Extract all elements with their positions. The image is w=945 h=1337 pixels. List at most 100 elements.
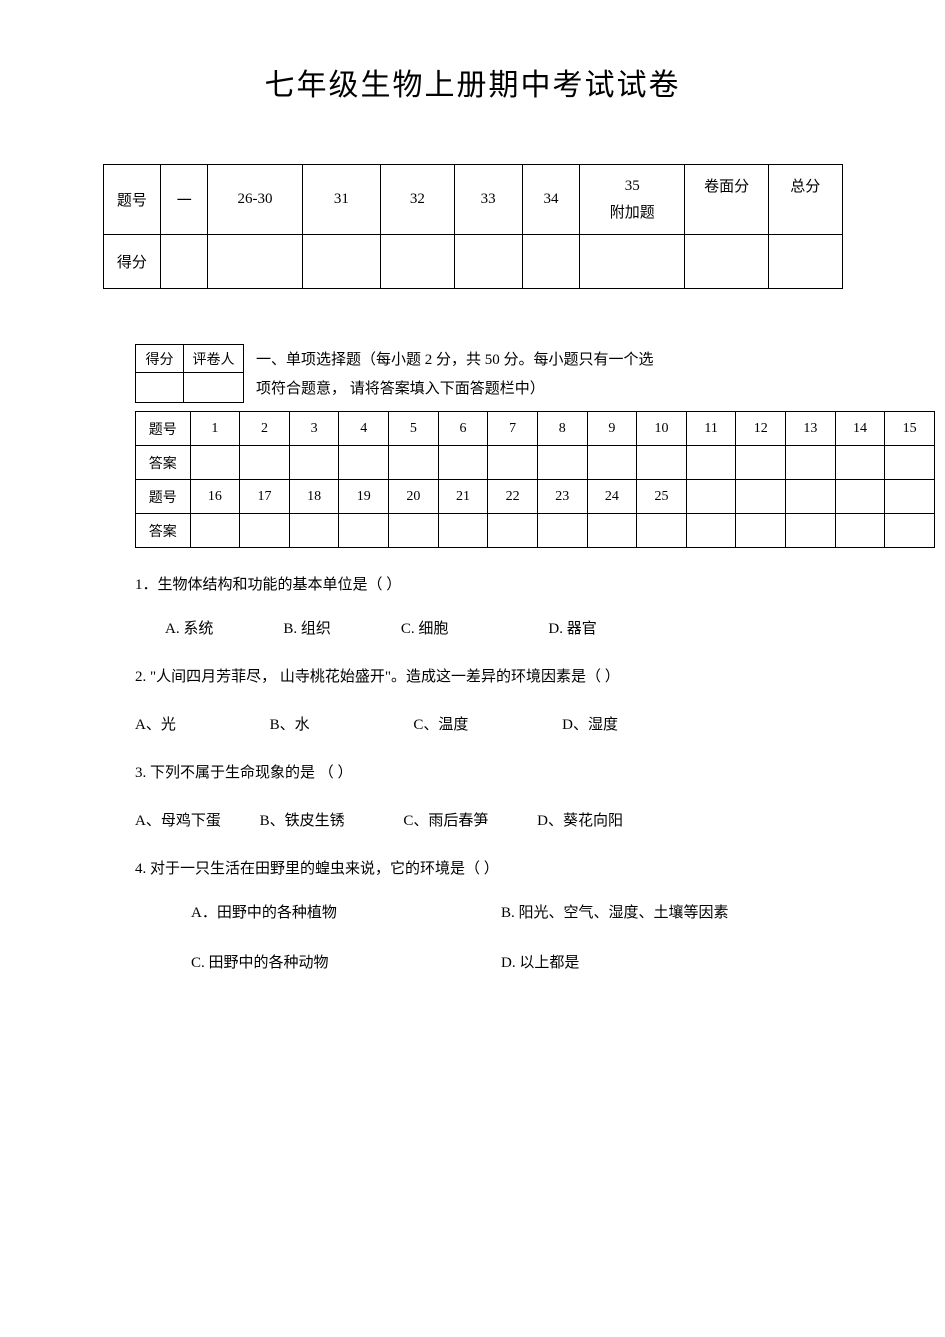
question-4: 4. 对于一只生活在田野里的蝗虫来说，它的环境是（ ） A．田野中的各种植物 B… [135, 854, 850, 978]
table-row: 答案 [136, 446, 935, 480]
answer-qnum: 1 [190, 412, 240, 446]
question-text: 4. 对于一只生活在田野里的蝗虫来说，它的环境是（ ） [135, 854, 850, 884]
score-cell [302, 235, 381, 289]
option-a: A．田野中的各种植物 [191, 898, 501, 928]
answer-cell [488, 514, 538, 548]
table-row: 得分 [103, 235, 842, 289]
table-row [136, 373, 244, 403]
grader-box: 得分 评卷人 [135, 344, 244, 403]
table-row: 题号 一 26-30 31 32 33 34 35 附加题 卷面分 总分 [103, 165, 842, 235]
answer-qnum: 21 [438, 480, 488, 514]
question-3: 3. 下列不属于生命现象的是 （ ） A、母鸡下蛋 B、铁皮生锈 C、雨后春笋 … [135, 758, 850, 836]
answer-qnum: 5 [389, 412, 439, 446]
score-cell [580, 235, 685, 289]
cell-line: 35 [582, 173, 682, 200]
score-cell [454, 235, 522, 289]
option-d: D. 以上都是 [501, 948, 579, 978]
grader-name-label: 评卷人 [184, 345, 244, 373]
answer-qnum: 19 [339, 480, 389, 514]
answer-qnum: 15 [885, 412, 935, 446]
grader-score-label: 得分 [136, 345, 184, 373]
option-c: C、温度 [413, 710, 468, 740]
option-b: B. 阳光、空气、湿度、土壤等因素 [501, 898, 729, 928]
score-cell [769, 235, 842, 289]
answer-cell [389, 446, 439, 480]
header-cell: 26-30 [208, 165, 302, 235]
table-row: 题号 1 2 3 4 5 6 7 8 9 10 11 12 13 14 15 [136, 412, 935, 446]
answer-qnum: 9 [587, 412, 637, 446]
option-a: A、母鸡下蛋 [135, 806, 221, 836]
score-label-cell: 得分 [103, 235, 161, 289]
option-c: C. 细胞 [401, 614, 449, 644]
section-header: 得分 评卷人 一、单项选择题（每小题 2 分，共 50 分。每小题只有一个选 项… [135, 344, 850, 403]
answer-grid: 题号 1 2 3 4 5 6 7 8 9 10 11 12 13 14 15 答… [135, 411, 935, 548]
answer-cell [488, 446, 538, 480]
answer-qnum: 20 [389, 480, 439, 514]
answer-qnum: 4 [339, 412, 389, 446]
answer-cell [587, 514, 637, 548]
answer-cell [438, 446, 488, 480]
option-d: D、葵花向阳 [537, 806, 623, 836]
answer-q-label: 题号 [136, 412, 191, 446]
answer-qnum [786, 480, 836, 514]
answer-qnum: 25 [637, 480, 687, 514]
answer-qnum: 8 [537, 412, 587, 446]
header-cell: 33 [454, 165, 522, 235]
option-a: A、光 [135, 710, 176, 740]
answer-a-label: 答案 [136, 514, 191, 548]
answer-cell [686, 446, 736, 480]
section-instructions: 一、单项选择题（每小题 2 分，共 50 分。每小题只有一个选 项符合题意， 请… [256, 344, 850, 403]
answer-qnum: 22 [488, 480, 538, 514]
score-cell [161, 235, 208, 289]
question-text: 2. "人间四月芳菲尽， 山寺桃花始盛开"。造成这一差异的环境因素是（ ） [135, 662, 850, 692]
answer-cell [289, 514, 339, 548]
answer-cell [835, 514, 885, 548]
score-cell [685, 235, 769, 289]
question-2: 2. "人间四月芳菲尽， 山寺桃花始盛开"。造成这一差异的环境因素是（ ） A、… [135, 662, 850, 740]
header-cell: 总分 [769, 165, 842, 235]
answer-qnum [686, 480, 736, 514]
table-row: 得分 评卷人 [136, 345, 244, 373]
header-cell: 34 [522, 165, 580, 235]
answer-qnum: 12 [736, 412, 786, 446]
answer-cell [240, 446, 290, 480]
answer-qnum: 10 [637, 412, 687, 446]
option-c: C. 田野中的各种动物 [191, 948, 501, 978]
answer-qnum: 24 [587, 480, 637, 514]
grader-name-cell [184, 373, 244, 403]
answer-qnum: 18 [289, 480, 339, 514]
option-a: A. 系统 [165, 614, 213, 644]
answer-cell [885, 446, 935, 480]
answer-cell [438, 514, 488, 548]
score-cell [208, 235, 302, 289]
score-cell [381, 235, 454, 289]
answer-q-label: 题号 [136, 480, 191, 514]
answer-cell [885, 514, 935, 548]
answer-cell [537, 514, 587, 548]
answer-cell [289, 446, 339, 480]
answer-cell [389, 514, 439, 548]
page-title: 七年级生物上册期中考试试卷 [95, 60, 850, 104]
header-cell: 题号 [103, 165, 161, 235]
cell-line: 附加题 [582, 200, 682, 227]
answer-qnum: 17 [240, 480, 290, 514]
answer-cell [835, 446, 885, 480]
table-row: 答案 [136, 514, 935, 548]
header-cell: 35 附加题 [580, 165, 685, 235]
question-text: 1．生物体结构和功能的基本单位是（ ） [135, 570, 850, 600]
answer-qnum: 13 [786, 412, 836, 446]
score-cell [522, 235, 580, 289]
answer-cell [339, 514, 389, 548]
answer-cell [736, 446, 786, 480]
score-summary-table: 题号 一 26-30 31 32 33 34 35 附加题 卷面分 总分 得分 [103, 164, 843, 289]
answer-cell [240, 514, 290, 548]
answer-qnum [885, 480, 935, 514]
question-1: 1．生物体结构和功能的基本单位是（ ） A. 系统 B. 组织 C. 细胞 D.… [135, 570, 850, 644]
answer-cell [637, 514, 687, 548]
answer-qnum: 23 [537, 480, 587, 514]
answer-qnum: 2 [240, 412, 290, 446]
option-b: B、水 [270, 710, 310, 740]
option-d: D. 器官 [548, 614, 596, 644]
answer-cell [587, 446, 637, 480]
answer-qnum [736, 480, 786, 514]
